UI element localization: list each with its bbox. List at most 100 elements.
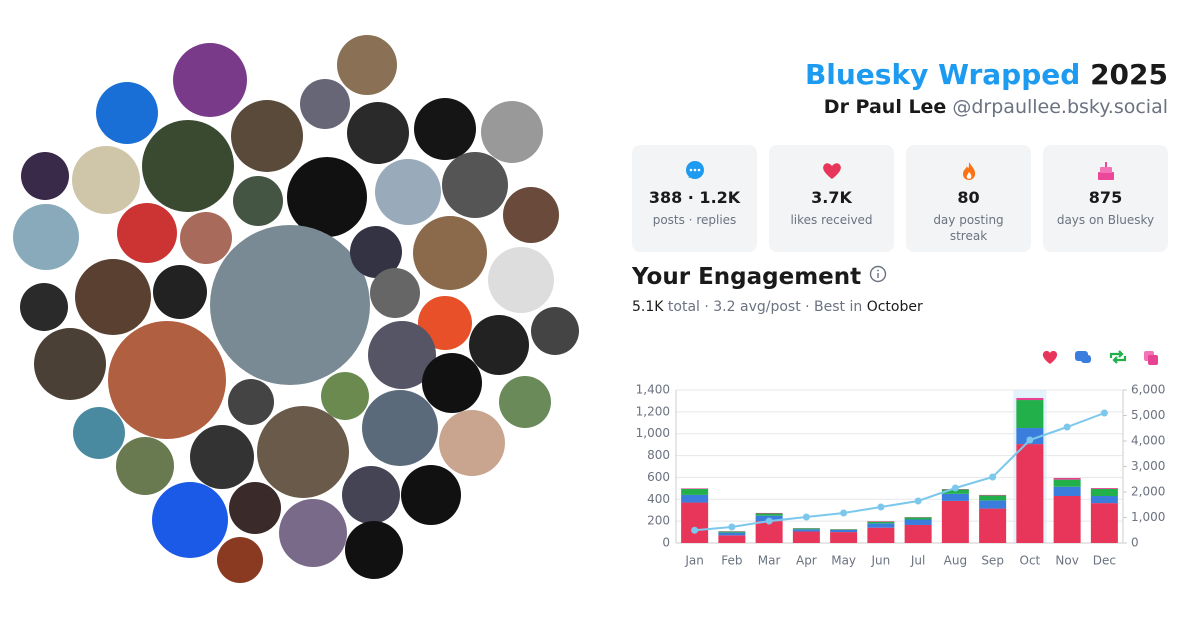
bar-segment: [830, 532, 858, 543]
avatar: [96, 82, 158, 144]
bar-segment: [792, 528, 820, 530]
stat-card: 875 days on Bluesky: [1043, 145, 1168, 252]
avatar: [173, 43, 247, 117]
x-tick-label: May: [831, 554, 856, 568]
avatar: [401, 465, 461, 525]
avatar: [190, 425, 254, 489]
app-title: Bluesky Wrapped: [804, 58, 1081, 91]
summary: 5.1K total · 3.2 avg/post · Best in Octo…: [632, 299, 923, 315]
y2-tick-label: 3,000: [1131, 459, 1165, 473]
legend: [1042, 350, 1158, 365]
line-point: [765, 517, 773, 525]
bar-segment: [681, 494, 709, 503]
stat-value: 80: [957, 188, 980, 207]
user-handle: @drpaullee.bsky.social: [952, 96, 1168, 118]
avatar: [368, 321, 436, 389]
bar-segment: [979, 508, 1007, 543]
x-tick-label: Sep: [981, 554, 1004, 568]
line-point: [728, 523, 736, 531]
chart: 0 200 400 600 800 1,000 1,200 1,400 0 1,000 2,000 3…: [636, 383, 1166, 568]
avatar: [279, 499, 347, 567]
avatar: [229, 482, 281, 534]
bar-segment: [718, 532, 746, 536]
bar-segment: [979, 495, 1007, 501]
avatar: [117, 203, 177, 263]
bar-segment: [1090, 503, 1118, 543]
line-point: [1100, 409, 1108, 417]
stat-label: day posting streak: [933, 213, 1004, 243]
bar-segment: [755, 512, 783, 514]
avatar: [499, 376, 551, 428]
avatar: [531, 307, 579, 355]
stat-label: likes received: [790, 213, 873, 227]
bar-segment: [830, 529, 858, 530]
bar-segment: [1016, 400, 1044, 429]
stat-label: posts · replies: [652, 213, 737, 227]
y-tick-label: 1,200: [636, 404, 670, 418]
avatar: [342, 466, 400, 524]
avatar: [422, 353, 482, 413]
legend-replies[interactable]: [1075, 351, 1091, 363]
stat-card: 388 · 1.2K posts · replies: [632, 145, 757, 252]
bar-segment: [792, 531, 820, 543]
y-tick-label: 800: [647, 448, 670, 462]
y-tick-label: 400: [647, 492, 670, 506]
info-icon[interactable]: [869, 265, 887, 283]
x-tick-label: Jan: [684, 554, 704, 568]
best-month: October: [866, 299, 923, 315]
avatar: [345, 521, 403, 579]
bar-segment: [1090, 488, 1118, 489]
stat-card: 3.7K likes received: [769, 145, 894, 252]
avatar: [481, 101, 543, 163]
y2-tick-label: 2,000: [1131, 485, 1165, 499]
avatar: [350, 226, 402, 278]
avatar: [228, 379, 274, 425]
bar-segment: [1016, 397, 1044, 401]
avatar: [20, 283, 68, 331]
y2-tick-label: 5,000: [1131, 408, 1165, 422]
avatar: [34, 328, 106, 400]
avatar: [469, 315, 529, 375]
x-tick-label: Feb: [721, 554, 742, 568]
legend-likes[interactable]: [1042, 350, 1058, 364]
avatar: [217, 537, 263, 583]
bar-segment: [1090, 496, 1118, 504]
icon: [822, 163, 841, 179]
y2-tick-label: 4,000: [1131, 434, 1165, 448]
avatar: [73, 407, 125, 459]
bar-segment: [904, 517, 932, 520]
bar-segment: [1053, 479, 1081, 487]
avatar: [442, 152, 508, 218]
y2-tick-label: 1,000: [1131, 510, 1165, 524]
bar-segment: [718, 531, 746, 533]
avatar: [418, 296, 472, 350]
bar-segment: [755, 513, 783, 516]
avatar: [108, 321, 226, 439]
bar-segment: [1053, 477, 1081, 480]
legend-reposts[interactable]: [1109, 350, 1127, 364]
avatar: [347, 102, 409, 164]
avatar: [414, 98, 476, 160]
avatar: [337, 35, 397, 95]
year: 2025: [1090, 58, 1168, 91]
icon: [1097, 162, 1114, 180]
user: Dr Paul Lee @drpaullee.bsky.social: [824, 96, 1168, 118]
line-point: [1063, 423, 1071, 431]
bar-segment: [867, 527, 895, 543]
avatar: [152, 482, 228, 558]
avatar: [13, 204, 79, 270]
bar-segment: [1053, 496, 1081, 543]
line: [694, 412, 1105, 532]
stat-value: 388 · 1.2K: [648, 188, 741, 207]
bar-segment: [941, 489, 969, 494]
bar-segment: [941, 500, 969, 543]
section-title-text: Your Engagement: [632, 264, 862, 290]
legend-quotes[interactable]: [1144, 351, 1158, 365]
line-point: [840, 509, 848, 517]
avatar: [210, 225, 370, 385]
avatar: [116, 437, 174, 495]
avatar: [153, 265, 207, 319]
line-point: [951, 484, 959, 492]
avatar: [233, 176, 283, 226]
avatar: [75, 259, 151, 335]
